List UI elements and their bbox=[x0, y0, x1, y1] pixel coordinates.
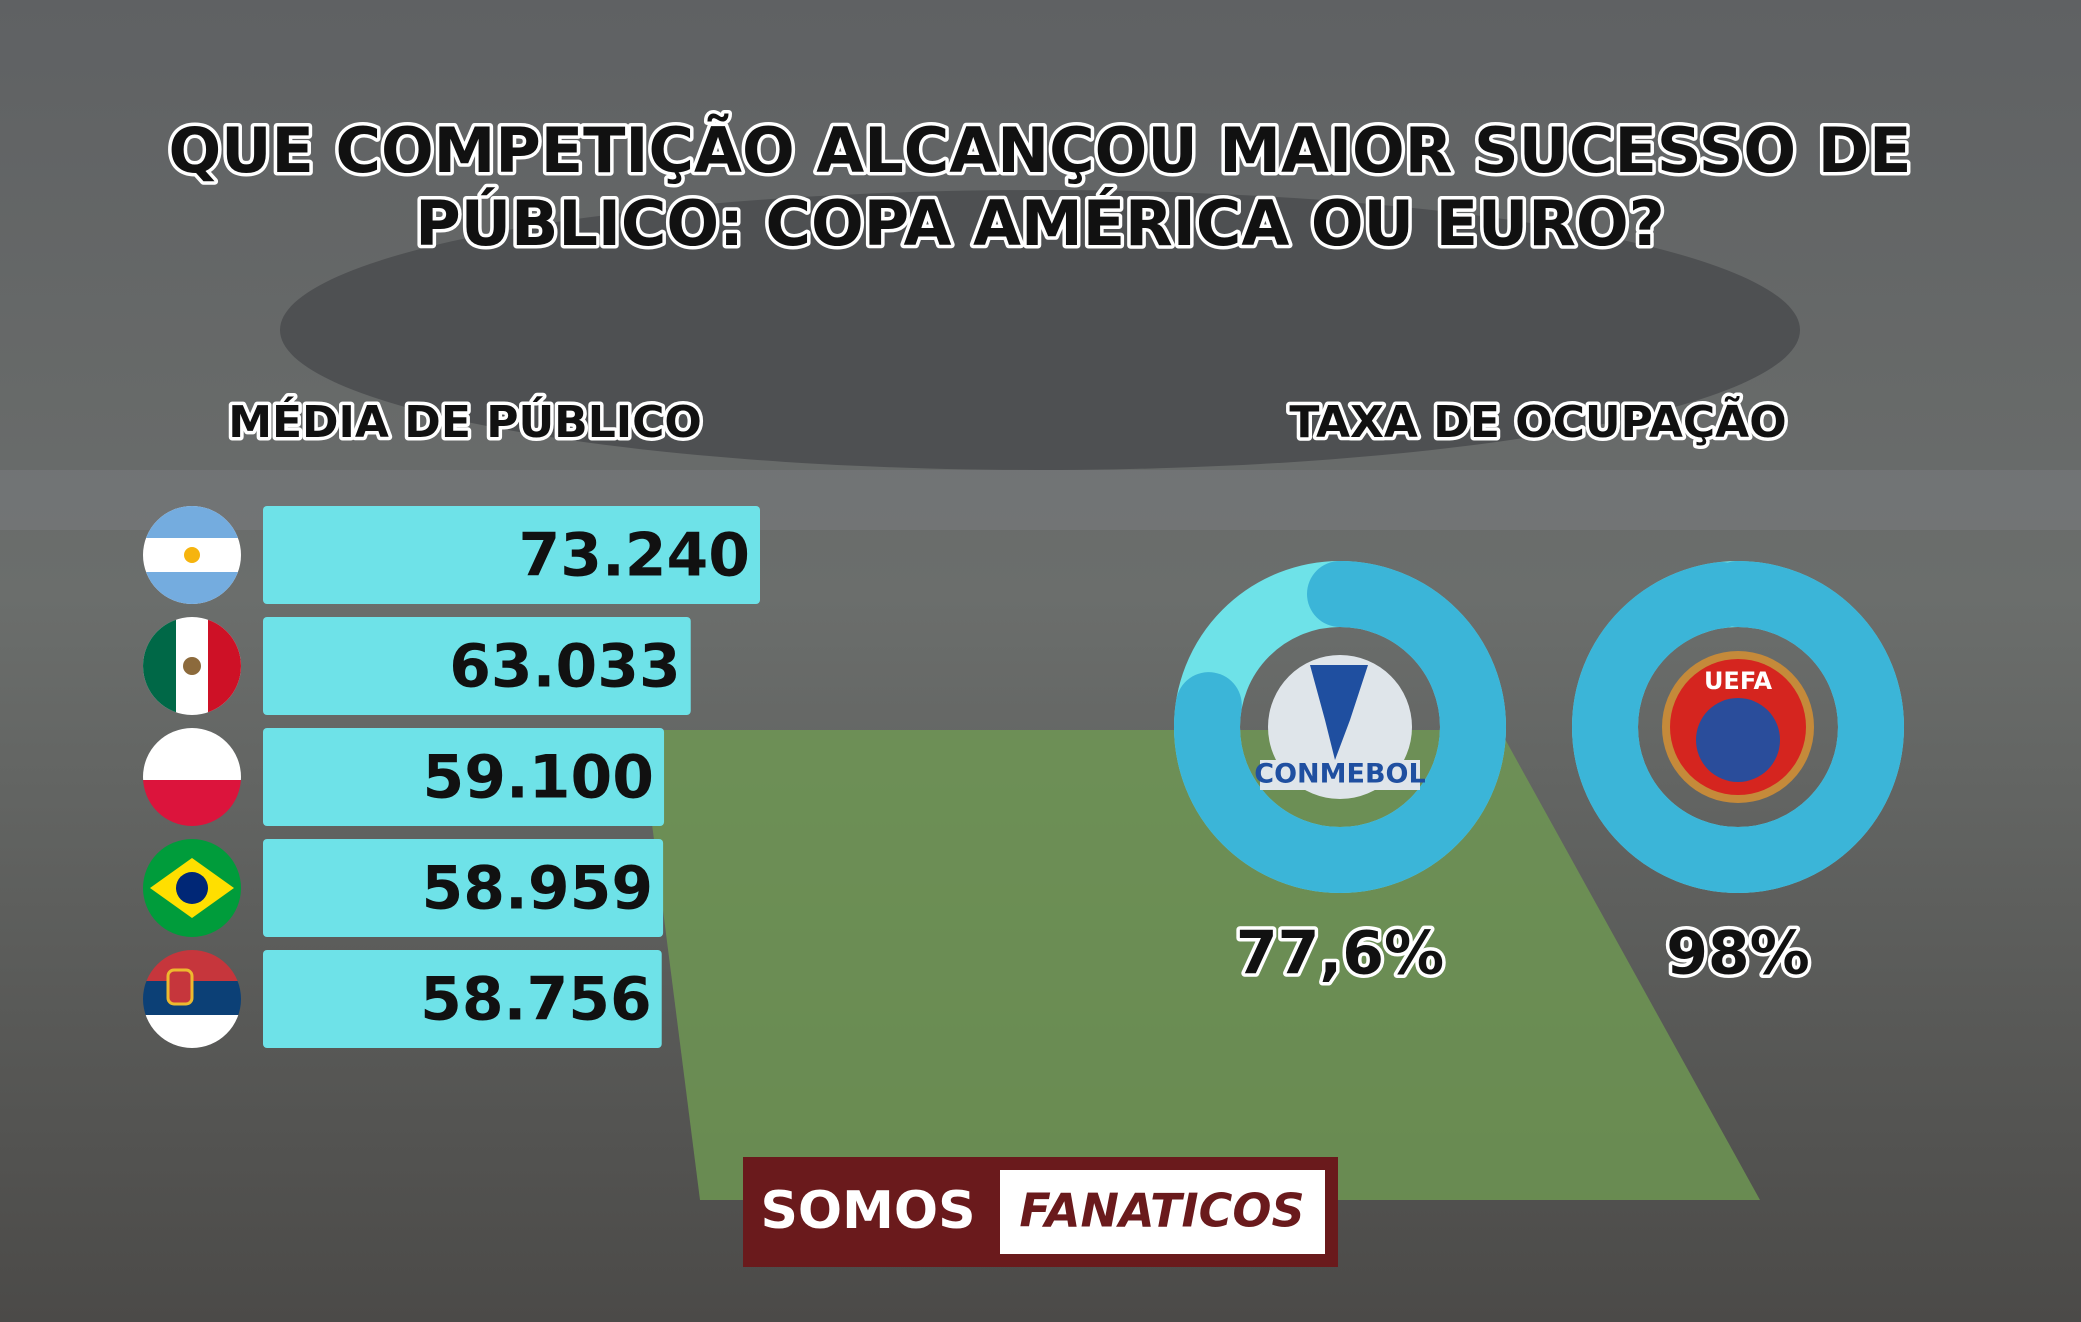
chart-title: TAXA DE OCUPAÇÃO bbox=[1289, 395, 1786, 448]
bar bbox=[263, 506, 760, 604]
stadium-roof bbox=[280, 190, 1800, 470]
value-label: 77,6% bbox=[1236, 919, 1444, 989]
chart-title: MÉDIA DE PÚBLICO bbox=[228, 395, 702, 448]
brand-logo bbox=[743, 1157, 1338, 1267]
logo-label: CONMEBOL bbox=[1254, 759, 1425, 790]
value-label: 73.240 bbox=[518, 521, 750, 591]
brand-text: SOMOS bbox=[760, 1181, 975, 1241]
donut-arc bbox=[1174, 561, 1506, 893]
flag-brazil bbox=[143, 839, 241, 937]
value-label: 98% bbox=[1666, 919, 1810, 989]
bar bbox=[263, 950, 662, 1048]
value-label: 58.959 bbox=[422, 854, 654, 924]
title-line: PÚBLICO: COPA AMÉRICA OU EURO? bbox=[415, 187, 1664, 260]
conmebol-logo bbox=[1260, 655, 1420, 799]
value-label: 63.033 bbox=[449, 632, 681, 702]
uefa-logo bbox=[1662, 651, 1814, 803]
title-line: QUE COMPETIÇÃO ALCANÇOU MAIOR SUCESSO DE bbox=[168, 114, 1911, 187]
brand-text: FANATICOS bbox=[1019, 1184, 1304, 1238]
bar bbox=[263, 839, 664, 937]
pitch bbox=[640, 730, 1760, 1200]
logo-label: UEFA bbox=[1704, 667, 1773, 695]
value-label: 59.100 bbox=[423, 743, 655, 813]
bar bbox=[263, 728, 665, 826]
bar bbox=[263, 617, 691, 715]
donut-arc bbox=[1572, 561, 1904, 893]
value-label: 58.756 bbox=[420, 965, 652, 1035]
